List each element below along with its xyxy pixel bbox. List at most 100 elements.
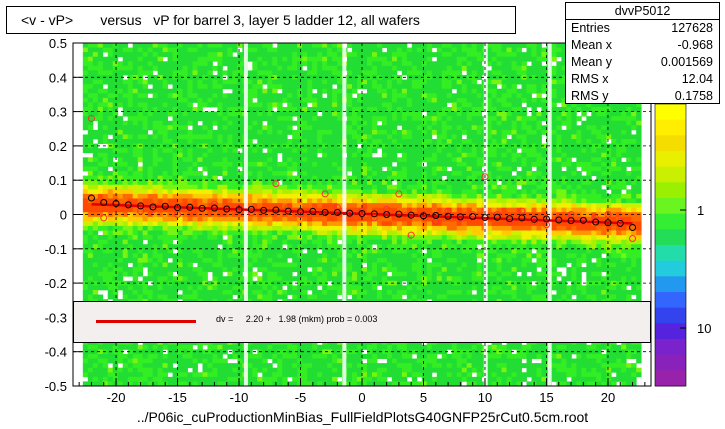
palette-label: 1 xyxy=(697,203,704,218)
palette-segment xyxy=(655,245,686,262)
x-tick-label: -15 xyxy=(168,390,187,405)
palette-segment xyxy=(655,198,686,215)
black-point xyxy=(616,219,624,227)
black-point xyxy=(235,206,243,214)
black-point xyxy=(297,208,305,216)
red-point xyxy=(358,207,366,215)
red-point xyxy=(383,205,391,213)
black-point xyxy=(530,215,538,223)
red-point xyxy=(481,173,489,181)
y-tick-label: 0.3 xyxy=(49,105,67,120)
black-point xyxy=(604,219,612,227)
red-point xyxy=(174,211,182,218)
stats-row-mean-x: Mean x -0.968 xyxy=(566,37,719,54)
black-point xyxy=(629,224,637,232)
red-point xyxy=(592,214,600,222)
stats-label: Mean y xyxy=(571,55,612,69)
red-point xyxy=(333,204,341,212)
red-point xyxy=(272,180,280,188)
stats-value: 127628 xyxy=(671,21,713,35)
x-tick-label: 15 xyxy=(539,390,553,405)
black-point xyxy=(186,203,194,211)
y-tick-label: 0.5 xyxy=(49,36,67,51)
black-point xyxy=(333,208,341,216)
stats-box: dvvP5012 Entries 127628 Mean x -0.968 Me… xyxy=(565,2,720,104)
black-point xyxy=(383,211,391,218)
stats-label: Mean x xyxy=(571,38,612,52)
red-point xyxy=(395,190,403,198)
black-point xyxy=(124,201,132,209)
red-point xyxy=(493,211,501,218)
red-point xyxy=(444,207,452,215)
palette-label: 10 xyxy=(697,321,711,336)
black-point xyxy=(456,213,464,221)
red-point xyxy=(321,190,329,198)
fit-legend: dv = 2.20 + 1.98 (mkm) prob = 0.003 xyxy=(73,301,651,343)
palette-segment xyxy=(655,182,686,199)
palette-segment xyxy=(655,119,686,136)
stats-label: RMS y xyxy=(571,89,609,103)
black-point xyxy=(149,203,157,211)
black-point xyxy=(112,200,120,208)
x-tick-label: 0 xyxy=(358,390,365,405)
red-point xyxy=(137,207,145,215)
black-point xyxy=(284,207,292,215)
stats-value: -0.968 xyxy=(677,38,713,52)
palette-segment xyxy=(655,354,686,371)
black-point xyxy=(370,210,378,218)
red-point xyxy=(284,204,292,212)
palette-segment xyxy=(655,104,686,121)
black-point xyxy=(567,217,575,225)
x-axis-title: ../P06ic_cuProductionMinBias_FullFieldPl… xyxy=(136,409,589,425)
y-tick-label: -0.3 xyxy=(45,310,67,325)
red-point xyxy=(407,231,415,239)
x-tick-label: -5 xyxy=(295,390,307,405)
black-point xyxy=(198,204,206,212)
y-tick-label: -0.4 xyxy=(45,345,67,360)
black-point xyxy=(579,216,587,224)
x-tick-label: -10 xyxy=(230,390,249,405)
black-point xyxy=(518,214,526,222)
stats-value: 0.001569 xyxy=(660,55,713,69)
fit-legend-text: dv = 2.20 + 1.98 (mkm) prob = 0.003 xyxy=(216,314,378,324)
palette-segment xyxy=(655,229,686,246)
palette-segment xyxy=(655,260,686,277)
black-point xyxy=(247,205,255,213)
red-point xyxy=(616,217,624,225)
palette-segment xyxy=(655,151,686,168)
stats-row-mean-y: Mean y 0.001569 xyxy=(566,54,719,71)
fit-legend-line xyxy=(96,320,196,323)
black-point xyxy=(469,213,477,221)
y-tick-label: -0.5 xyxy=(45,379,67,394)
x-tick-label: 5 xyxy=(420,390,427,405)
black-point xyxy=(137,202,145,210)
red-point xyxy=(469,211,477,218)
red-point xyxy=(506,217,514,225)
red-point xyxy=(100,214,108,222)
black-point xyxy=(260,206,268,214)
y-tick-label: -0.1 xyxy=(45,242,67,257)
black-point xyxy=(358,209,366,217)
black-point xyxy=(444,212,452,220)
black-point xyxy=(432,212,440,220)
stats-row-rms-x: RMS x 12.04 xyxy=(566,71,719,88)
black-point xyxy=(419,212,427,220)
stats-name: dvvP5012 xyxy=(566,3,719,20)
red-point xyxy=(235,204,243,212)
black-point xyxy=(210,204,218,212)
red-point xyxy=(370,214,378,222)
black-point xyxy=(395,210,403,218)
black-point xyxy=(493,213,501,221)
stats-label: RMS x xyxy=(571,72,609,86)
y-tick-label: 0.1 xyxy=(49,173,67,188)
black-point xyxy=(272,206,280,214)
black-point xyxy=(346,209,354,217)
red-point xyxy=(149,205,157,213)
y-tick-label: 0.2 xyxy=(49,139,67,154)
palette-segment xyxy=(655,276,686,293)
black-point xyxy=(223,205,231,213)
red-point xyxy=(87,114,95,122)
black-point xyxy=(481,214,489,222)
y-tick-label: -0.2 xyxy=(45,276,67,291)
black-point xyxy=(87,194,95,202)
